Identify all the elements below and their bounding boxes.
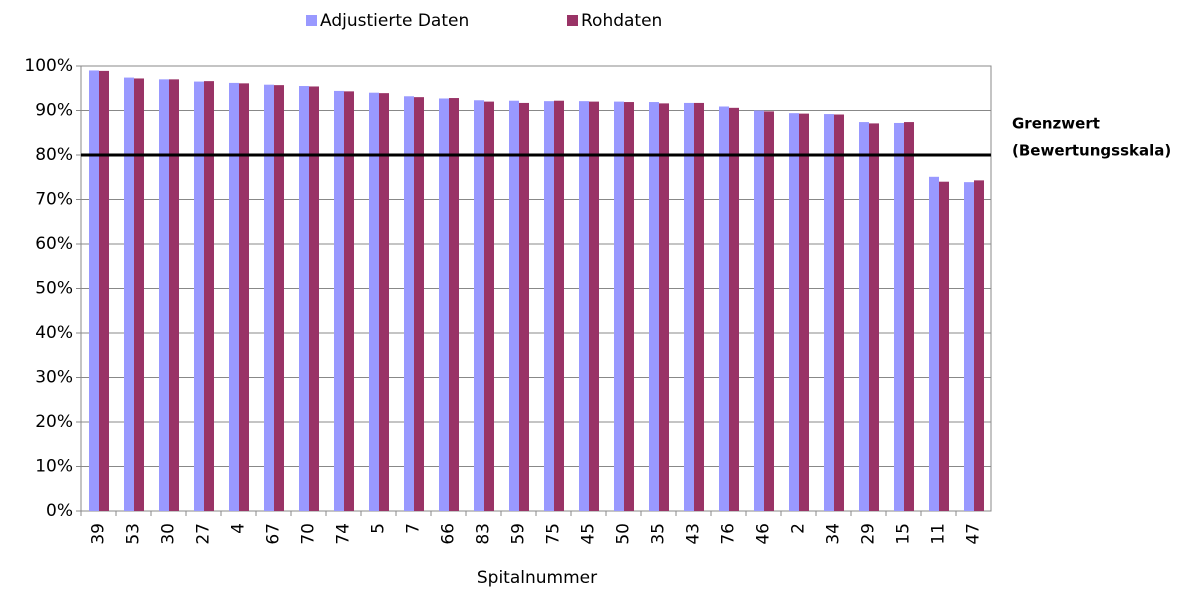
bar — [449, 98, 459, 511]
bar — [614, 101, 624, 511]
bar — [124, 77, 134, 511]
x-tick-label: 29 — [859, 523, 879, 545]
bar — [789, 113, 799, 512]
bar — [544, 101, 554, 511]
bar — [194, 81, 204, 511]
x-tick-label: 74 — [334, 523, 354, 545]
x-tick-label: 50 — [614, 523, 634, 545]
bar — [719, 106, 729, 512]
y-tick-label: 40% — [35, 323, 73, 343]
bar — [509, 100, 519, 512]
bar — [309, 86, 319, 511]
bar — [649, 102, 659, 512]
x-tick-label: 46 — [754, 523, 774, 545]
bar — [334, 90, 344, 512]
x-tick-label: 70 — [299, 523, 319, 545]
bar — [974, 180, 984, 512]
bar — [379, 93, 389, 512]
bar — [729, 107, 739, 511]
bar — [799, 113, 809, 512]
x-tick-label: 11 — [929, 523, 949, 545]
y-tick-label: 90% — [35, 101, 73, 121]
y-tick-label: 100% — [24, 56, 73, 76]
x-tick-label: 5 — [369, 523, 389, 534]
bar — [894, 122, 904, 512]
annotation: Grenzwert — [1012, 115, 1100, 133]
bar — [439, 98, 449, 512]
y-tick-label: 30% — [35, 368, 73, 388]
bar — [684, 102, 694, 511]
bar — [824, 114, 834, 511]
bar — [404, 96, 414, 511]
bar — [484, 101, 494, 511]
bar — [519, 102, 529, 511]
x-axis-label: Spitalnummer — [477, 568, 597, 588]
x-tick-label: 83 — [474, 523, 494, 545]
bar — [624, 102, 634, 512]
legend-swatch — [567, 15, 578, 26]
x-tick-label: 39 — [89, 523, 109, 545]
y-tick-label: 20% — [35, 412, 73, 432]
annotation: (Bewertungsskala) — [1012, 142, 1171, 160]
bar — [694, 102, 704, 511]
x-tick-label: 47 — [964, 523, 984, 545]
bar — [344, 91, 354, 512]
bar — [239, 83, 249, 511]
x-tick-label: 45 — [579, 523, 599, 545]
y-tick-label: 60% — [35, 234, 73, 254]
bar — [274, 85, 284, 511]
bar — [904, 122, 914, 511]
bar — [204, 81, 214, 511]
x-tick-label: 43 — [684, 523, 704, 545]
bar — [169, 79, 179, 511]
x-tick-label: 76 — [719, 523, 739, 545]
bar — [659, 103, 669, 511]
bar — [369, 92, 379, 511]
bar — [134, 78, 144, 512]
x-tick-label: 27 — [194, 523, 214, 545]
bar — [299, 86, 309, 512]
y-tick-label: 10% — [35, 457, 73, 477]
y-tick-label: 50% — [35, 279, 73, 299]
bar — [859, 122, 869, 511]
x-tick-label: 35 — [649, 523, 669, 545]
bar — [474, 100, 484, 511]
x-tick-label: 4 — [229, 523, 249, 534]
x-tick-label: 53 — [124, 523, 144, 545]
bar — [159, 79, 169, 511]
x-tick-label: 30 — [159, 523, 179, 545]
x-tick-label: 75 — [544, 523, 564, 545]
y-tick-label: 70% — [35, 190, 73, 210]
bar — [929, 176, 939, 511]
bar — [554, 100, 564, 512]
bar — [589, 101, 599, 511]
x-tick-label: 34 — [824, 523, 844, 545]
bar — [754, 110, 764, 511]
bar — [764, 111, 774, 511]
x-tick-label: 66 — [439, 523, 459, 545]
bar — [834, 114, 844, 511]
x-tick-label: 67 — [264, 523, 284, 545]
bar — [89, 70, 99, 511]
bar — [229, 82, 239, 511]
x-tick-label: 15 — [894, 523, 914, 545]
legend-label: Adjustierte Daten — [320, 11, 469, 31]
bar — [939, 181, 949, 511]
bar — [414, 97, 424, 512]
bar — [964, 182, 974, 511]
x-tick-label: 2 — [789, 523, 809, 534]
x-tick-label: 59 — [509, 523, 529, 545]
bar — [579, 101, 589, 511]
legend-label: Rohdaten — [581, 11, 662, 31]
bar — [869, 123, 879, 511]
bar — [99, 70, 109, 512]
legend-swatch — [306, 15, 317, 26]
bar — [264, 84, 274, 511]
y-tick-label: 0% — [46, 501, 73, 521]
y-tick-label: 80% — [35, 145, 73, 165]
x-tick-label: 7 — [404, 523, 424, 534]
